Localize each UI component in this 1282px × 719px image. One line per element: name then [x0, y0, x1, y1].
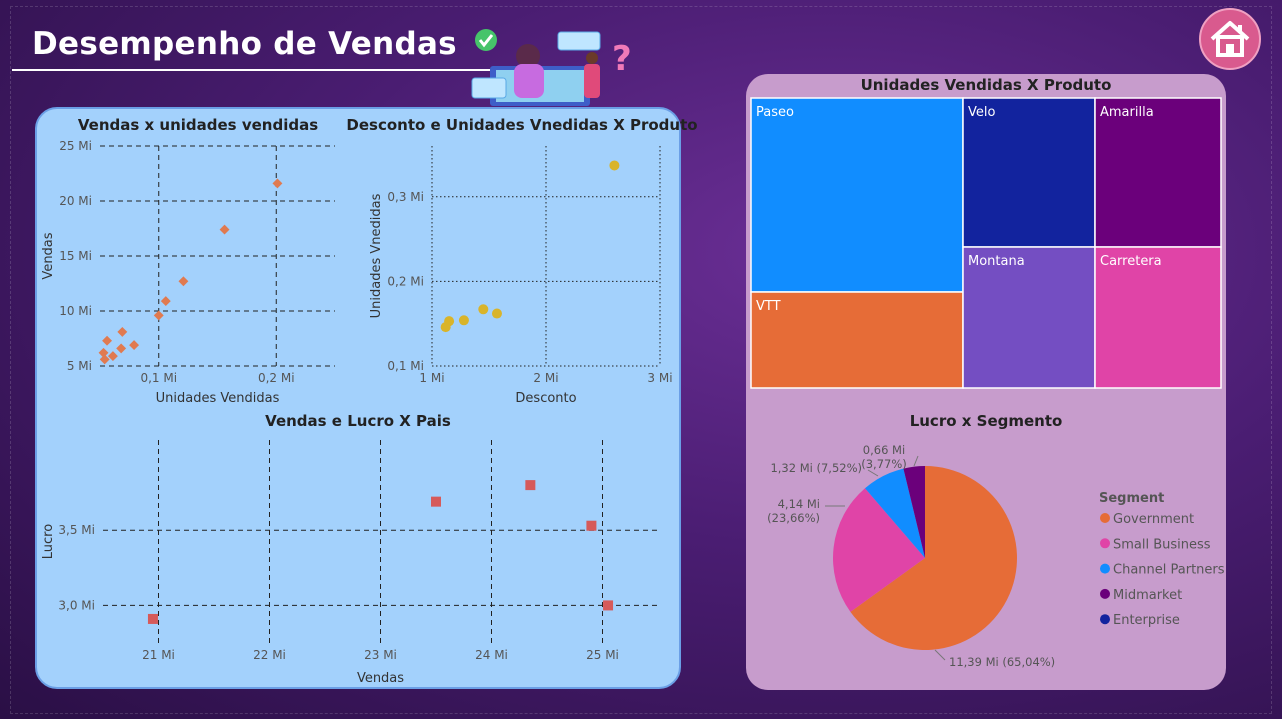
treemap-tile-label: VTT [756, 299, 781, 314]
title-underline [12, 69, 494, 71]
y-axis-label: Lucro [41, 524, 56, 559]
pie-leader-line [934, 649, 946, 661]
treemap-tile [1094, 97, 1222, 248]
left-charts-panel [35, 107, 681, 689]
data-point [491, 308, 502, 319]
svg-text:?: ? [612, 39, 632, 79]
x-tick-label: 24 Mi [475, 648, 508, 662]
chart-title: Vendas x unidades vendidas [78, 116, 318, 134]
legend-label: Channel Partners [1113, 563, 1225, 578]
pie-slice [833, 488, 925, 612]
x-tick-label: 0,1 Mi [140, 371, 177, 385]
pie-slice [850, 466, 1017, 650]
home-button[interactable] [1199, 8, 1261, 70]
data-point [102, 335, 112, 346]
legend-label: Enterprise [1113, 613, 1180, 628]
pie-data-label: (23,66%) [767, 511, 820, 525]
legend-label: Midmarket [1113, 588, 1182, 603]
treemap-tile-label: Amarilla [1100, 105, 1154, 120]
home-icon [1210, 21, 1250, 57]
data-point [586, 520, 597, 531]
data-point [525, 480, 536, 491]
y-tick-label: 0,2 Mi [387, 274, 424, 288]
pie-data-label: 4,14 Mi [778, 497, 820, 511]
data-point [478, 304, 489, 315]
x-tick-label: 21 Mi [142, 648, 175, 662]
legend-title: Segment [1099, 491, 1164, 506]
pie-slice [864, 468, 925, 558]
treemap-tile [962, 97, 1096, 248]
legend-label: Small Business [1113, 537, 1211, 552]
x-tick-label: 23 Mi [364, 648, 397, 662]
legend-marker [1100, 538, 1110, 549]
y-tick-label: 3,5 Mi [58, 523, 95, 537]
x-tick-label: 25 Mi [586, 648, 619, 662]
data-point [458, 315, 469, 326]
y-tick-label: 15 Mi [59, 249, 92, 263]
pie-data-label: 1,32 Mi (7,52%) [770, 461, 862, 475]
dashboard-frame [10, 6, 1272, 714]
y-tick-label: 0,1 Mi [387, 359, 424, 373]
data-point [117, 326, 128, 337]
data-point [603, 600, 614, 611]
y-tick-label: 25 Mi [59, 139, 92, 153]
pie-data-label: 0,66 Mi [863, 443, 905, 457]
treemap-tile-label: Carretera [1100, 254, 1162, 269]
pie-data-label: 11,39 Mi (65,04%) [949, 655, 1055, 669]
y-axis-label: Vendas [41, 232, 56, 279]
support-agent-illustration: ? [471, 29, 632, 106]
y-tick-label: 5 Mi [67, 359, 92, 373]
data-point [178, 276, 189, 287]
legend-marker [1100, 588, 1110, 599]
data-point [272, 178, 283, 189]
pie-data-label: (3,77%) [861, 457, 907, 471]
y-tick-label: 20 Mi [59, 194, 92, 208]
x-axis-label: Desconto [515, 391, 576, 406]
data-point [147, 613, 158, 624]
y-tick-label: 3,0 Mi [58, 598, 95, 612]
x-axis-label: Unidades Vendidas [156, 391, 280, 406]
legend-label: Government [1113, 512, 1194, 527]
legend-marker [1100, 563, 1110, 574]
x-axis-label: Vendas [357, 671, 404, 686]
x-tick-label: 22 Mi [253, 648, 286, 662]
y-tick-label: 10 Mi [59, 304, 92, 318]
data-point [444, 316, 455, 327]
y-tick-label: 0,3 Mi [387, 190, 424, 204]
treemap-tile [1094, 246, 1222, 389]
data-point [219, 224, 230, 235]
data-point [160, 296, 171, 307]
data-point [609, 160, 620, 171]
y-axis-label: Unidades Vnedidas [369, 193, 384, 318]
page-title: Desempenho de Vendas [32, 26, 457, 62]
legend-marker [1100, 614, 1110, 625]
chart-title: Unidades Vendidas X Produto [861, 76, 1112, 94]
chart-title: Vendas e Lucro X Pais [265, 412, 451, 430]
treemap-tile [750, 97, 964, 293]
x-tick-label: 2 Mi [533, 371, 558, 385]
pie-leader-line [867, 469, 879, 477]
treemap-tile-label: Paseo [756, 105, 794, 120]
treemap-tile [750, 291, 964, 389]
chart-title: Lucro x Segmento [910, 412, 1063, 430]
x-tick-label: 1 Mi [419, 371, 444, 385]
data-point [129, 340, 140, 351]
data-point [153, 310, 164, 321]
data-point [431, 496, 441, 507]
treemap-tile-label: Montana [968, 254, 1025, 269]
pie-slice [903, 466, 925, 558]
chart-title: Desconto e Unidades Vnedidas X Produto [346, 116, 697, 134]
pie-leader-line [913, 455, 919, 467]
x-tick-label: 3 Mi [647, 371, 672, 385]
treemap-tile-label: Velo [968, 105, 995, 120]
treemap-tile [962, 246, 1096, 389]
x-tick-label: 0,2 Mi [258, 371, 295, 385]
data-point [116, 343, 127, 354]
legend-marker [1100, 513, 1110, 523]
